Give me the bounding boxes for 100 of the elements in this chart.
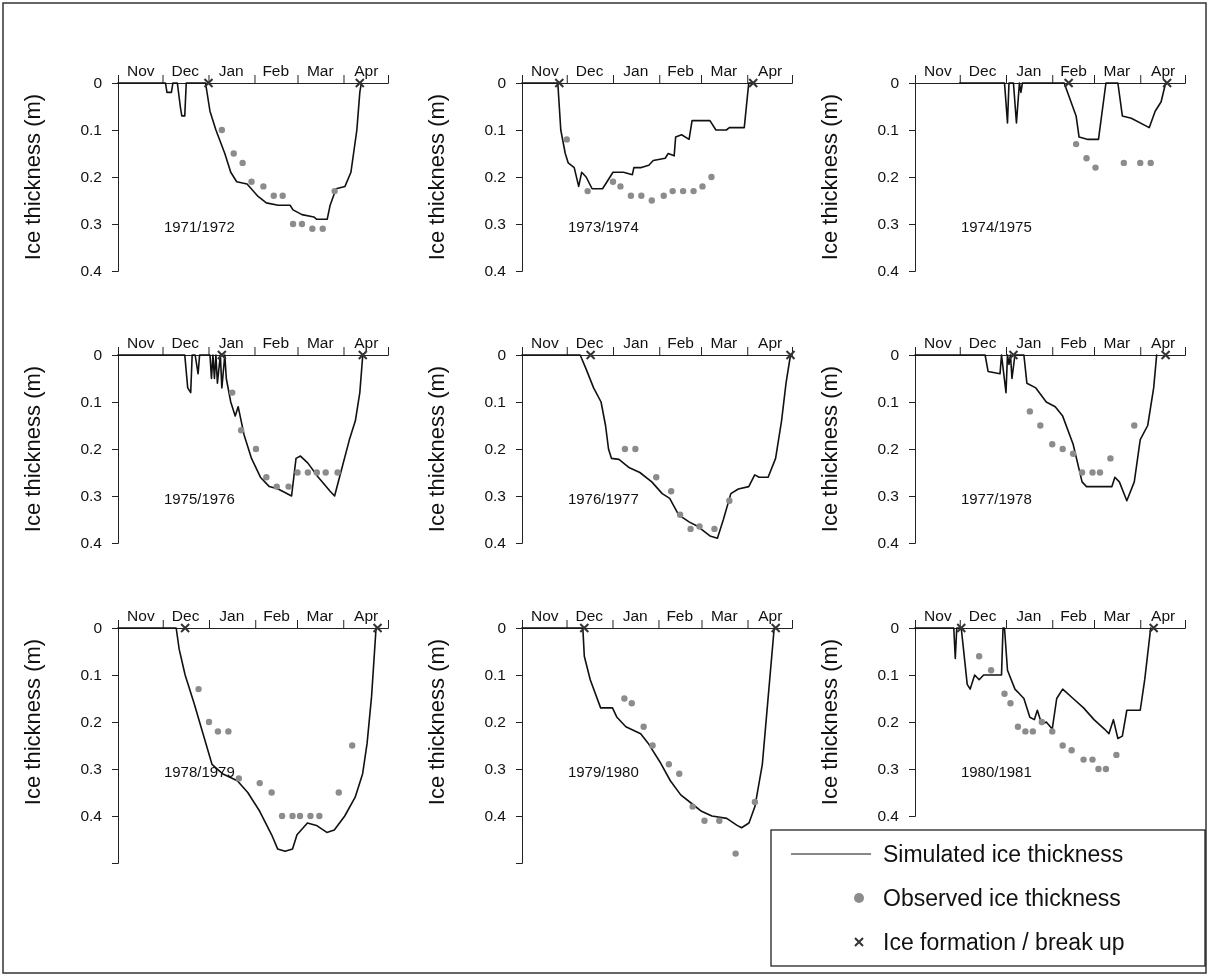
- legend-label: Ice formation / break up: [883, 929, 1125, 955]
- y-axis-title: Ice thickness (m): [20, 638, 45, 806]
- y-tick-label: 0: [497, 74, 507, 92]
- y-tick-label: 0.4: [877, 262, 900, 280]
- y-tick-label: 0.3: [877, 760, 899, 778]
- text: 1971/1972: [163, 217, 235, 235]
- y-tick-label: 0.2: [80, 168, 102, 186]
- x-tick-label: Dec: [968, 607, 997, 624]
- x-tick-label: Dec: [575, 607, 604, 624]
- x-tick-label: Feb: [667, 62, 694, 79]
- x-tick-label: Jan: [218, 334, 244, 351]
- y-tick-label: 0: [497, 346, 507, 364]
- x-tick-label: Jan: [1016, 607, 1042, 624]
- x-tick-label: Dec: [575, 334, 604, 351]
- y-tick-label: 0: [93, 619, 103, 637]
- y-tick-label: 0.1: [877, 393, 899, 411]
- x-tick-label: Apr: [758, 334, 783, 351]
- x-tick-label: Feb: [1060, 334, 1087, 351]
- text: 1980/1981: [960, 762, 1032, 780]
- y-tick-label: 0.3: [80, 487, 102, 505]
- x-tick-label: Mar: [306, 607, 334, 624]
- y-tick-label: 0: [890, 74, 900, 92]
- y-tick-label: 0: [890, 619, 900, 637]
- x-tick-label: Nov: [530, 607, 559, 624]
- y-tick-label: 0.4: [484, 534, 507, 552]
- legend-label: Simulated ice thickness: [883, 841, 1124, 867]
- y-tick-label: 0: [497, 619, 507, 637]
- x-tick-label: Dec: [968, 334, 997, 351]
- y-tick-label: 0.1: [80, 393, 102, 411]
- y-tick-label: 0.1: [877, 666, 899, 684]
- x-tick-label: Apr: [354, 607, 379, 624]
- x-tick-label: Mar: [1103, 334, 1131, 351]
- x-tick-label: Nov: [531, 334, 559, 351]
- y-tick-label: 0: [93, 346, 103, 364]
- y-tick-label: 0.1: [877, 121, 899, 139]
- y-tick-label: 0.1: [80, 121, 102, 139]
- x-tick-label: Feb: [262, 62, 290, 79]
- y-tick-label: 0: [890, 346, 900, 364]
- x-tick-label: Apr: [1151, 607, 1176, 624]
- x-tick-label: Dec: [575, 62, 604, 79]
- y-tick-label: 0.3: [877, 487, 899, 505]
- x-tick-label: Apr: [758, 62, 783, 79]
- x-tick-label: Jan: [623, 62, 649, 79]
- y-tick-label: 0.4: [80, 807, 103, 825]
- x-tick-label: Apr: [354, 334, 379, 351]
- y-tick-label: 0.2: [484, 168, 506, 186]
- x-tick-label: Feb: [1060, 607, 1087, 624]
- y-tick-label: 0: [93, 74, 103, 92]
- y-axis-title: Ice thickness (m): [20, 365, 45, 533]
- x-tick-label: Jan: [1016, 334, 1042, 351]
- x-tick-label: Jan: [1016, 62, 1042, 79]
- y-axis-title: Ice thickness (m): [424, 93, 449, 261]
- x-tick-label: Mar: [1103, 607, 1131, 624]
- y-tick-label: 0.2: [877, 168, 899, 186]
- text: 1979/1980: [567, 762, 639, 780]
- text: 1973/1974: [567, 217, 639, 235]
- x-tick-label: Jan: [622, 607, 648, 624]
- text: 1976/1977: [567, 489, 639, 507]
- y-tick-label: 0.1: [80, 666, 102, 684]
- y-axis-title: Ice thickness (m): [424, 365, 449, 533]
- y-tick-label: 0.1: [484, 393, 506, 411]
- x-tick-label: Dec: [968, 62, 997, 79]
- x-tick-label: Jan: [623, 334, 649, 351]
- y-axis-title: Ice thickness (m): [817, 365, 842, 533]
- y-tick-label: 0.2: [877, 713, 899, 731]
- x-tick-label: Nov: [127, 607, 155, 624]
- x-tick-label: Mar: [710, 62, 738, 79]
- x-tick-label: Dec: [171, 62, 200, 79]
- y-tick-label: 0.4: [80, 534, 103, 552]
- y-tick-label: 0.3: [80, 215, 102, 233]
- x-tick-label: Apr: [758, 607, 783, 624]
- x-tick-label: Feb: [262, 334, 290, 351]
- x-tick-label: Nov: [924, 334, 952, 351]
- x-tick-label: Mar: [306, 62, 334, 79]
- y-axis-title: Ice thickness (m): [20, 93, 45, 261]
- x-tick-label: Apr: [354, 62, 379, 79]
- x-tick-label: Apr: [1151, 62, 1176, 79]
- y-tick-label: 0.2: [484, 713, 506, 731]
- x-tick-label: Feb: [666, 607, 694, 624]
- x-tick-label: Nov: [531, 62, 559, 79]
- y-tick-label: 0.2: [80, 440, 102, 458]
- x-tick-label: Dec: [171, 334, 200, 351]
- y-tick-label: 0.3: [484, 215, 506, 233]
- x-tick-label: Nov: [126, 62, 155, 79]
- x-tick-label: Mar: [1103, 62, 1131, 79]
- x-tick-label: Nov: [924, 62, 952, 79]
- x-tick-label: Mar: [306, 334, 334, 351]
- y-tick-label: 0.4: [877, 534, 900, 552]
- text: 1977/1978: [960, 489, 1032, 507]
- y-axis-title: Ice thickness (m): [817, 93, 842, 261]
- x-tick-label: Nov: [924, 607, 952, 624]
- y-tick-label: 0.1: [484, 121, 506, 139]
- text: 1975/1976: [163, 489, 235, 507]
- y-tick-label: 0.2: [877, 440, 899, 458]
- y-tick-label: 0.3: [80, 760, 102, 778]
- y-axis-title: Ice thickness (m): [424, 638, 449, 806]
- x-tick-label: Jan: [218, 62, 244, 79]
- y-tick-label: 0.4: [484, 807, 507, 825]
- y-tick-label: 0.2: [80, 713, 102, 731]
- x-tick-label: Feb: [1060, 62, 1087, 79]
